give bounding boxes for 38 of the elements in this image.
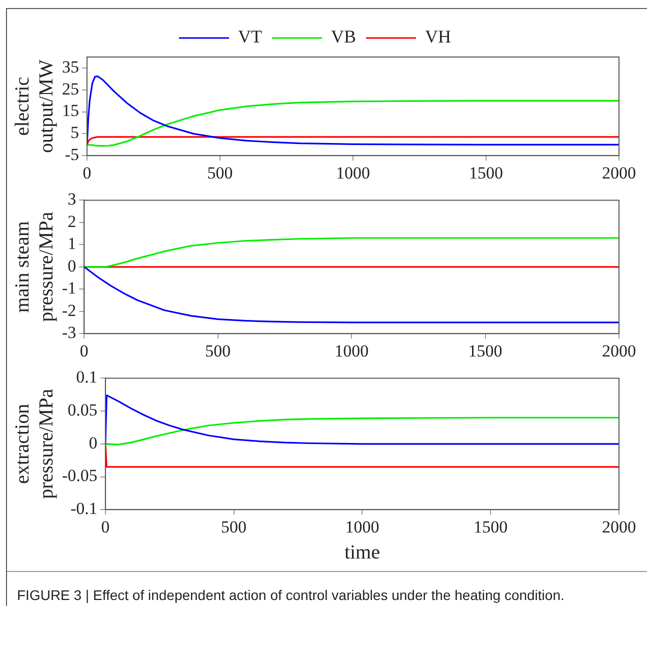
y-tick-label: 0.1 — [76, 368, 98, 387]
y-tick-label: 0.05 — [68, 400, 98, 420]
x-tick-label: 500 — [205, 341, 231, 360]
y-axis-title: main steam pressure/MPa — [11, 212, 58, 322]
x-tick-label: 1000 — [345, 517, 380, 536]
y-tick-label: -0.05 — [62, 466, 98, 486]
x-tick-label: 1500 — [469, 163, 503, 182]
x-tick-label: 1000 — [334, 341, 369, 360]
y-axis-title: electric output/MW — [11, 60, 58, 153]
legend-label: VH — [425, 26, 451, 47]
x-tick-label: 500 — [221, 517, 247, 536]
y-tick-label: 25 — [62, 79, 79, 98]
x-tick-label: 500 — [207, 163, 233, 182]
y-tick-label: -5 — [64, 145, 79, 164]
x-tick-label: 1000 — [336, 163, 370, 182]
y-axis-title: extraction pressure/MPa — [11, 388, 58, 499]
x-axis-title: time — [344, 541, 380, 564]
y-tick-label: 3 — [68, 190, 76, 209]
x-tick-label: 2000 — [602, 517, 636, 536]
y-tick-label: 35 — [62, 57, 79, 76]
y-tick-label: 1 — [68, 234, 76, 254]
x-tick-label: 1500 — [468, 341, 502, 360]
x-tick-label: 1500 — [474, 517, 508, 536]
y-tick-label: 15 — [62, 101, 79, 120]
y-tick-label: 0 — [68, 256, 76, 276]
y-tick-label: -0.1 — [70, 499, 98, 518]
legend-label: VB — [330, 26, 356, 47]
y-tick-label: -3 — [62, 323, 76, 342]
y-tick-label: -2 — [62, 300, 76, 320]
y-tick-label: 5 — [70, 123, 79, 142]
legend-label: VT — [238, 26, 262, 47]
y-tick-label: 2 — [68, 212, 76, 231]
x-tick-label: 0 — [101, 517, 110, 536]
x-tick-label: 2000 — [602, 341, 636, 360]
caption: FIGURE 3 | Effect of independent action of control variables under the heating condition. — [7, 571, 647, 606]
x-tick-label: 2000 — [602, 163, 636, 182]
y-tick-label: 0 — [88, 433, 98, 452]
y-tick-label: -1 — [62, 278, 76, 298]
